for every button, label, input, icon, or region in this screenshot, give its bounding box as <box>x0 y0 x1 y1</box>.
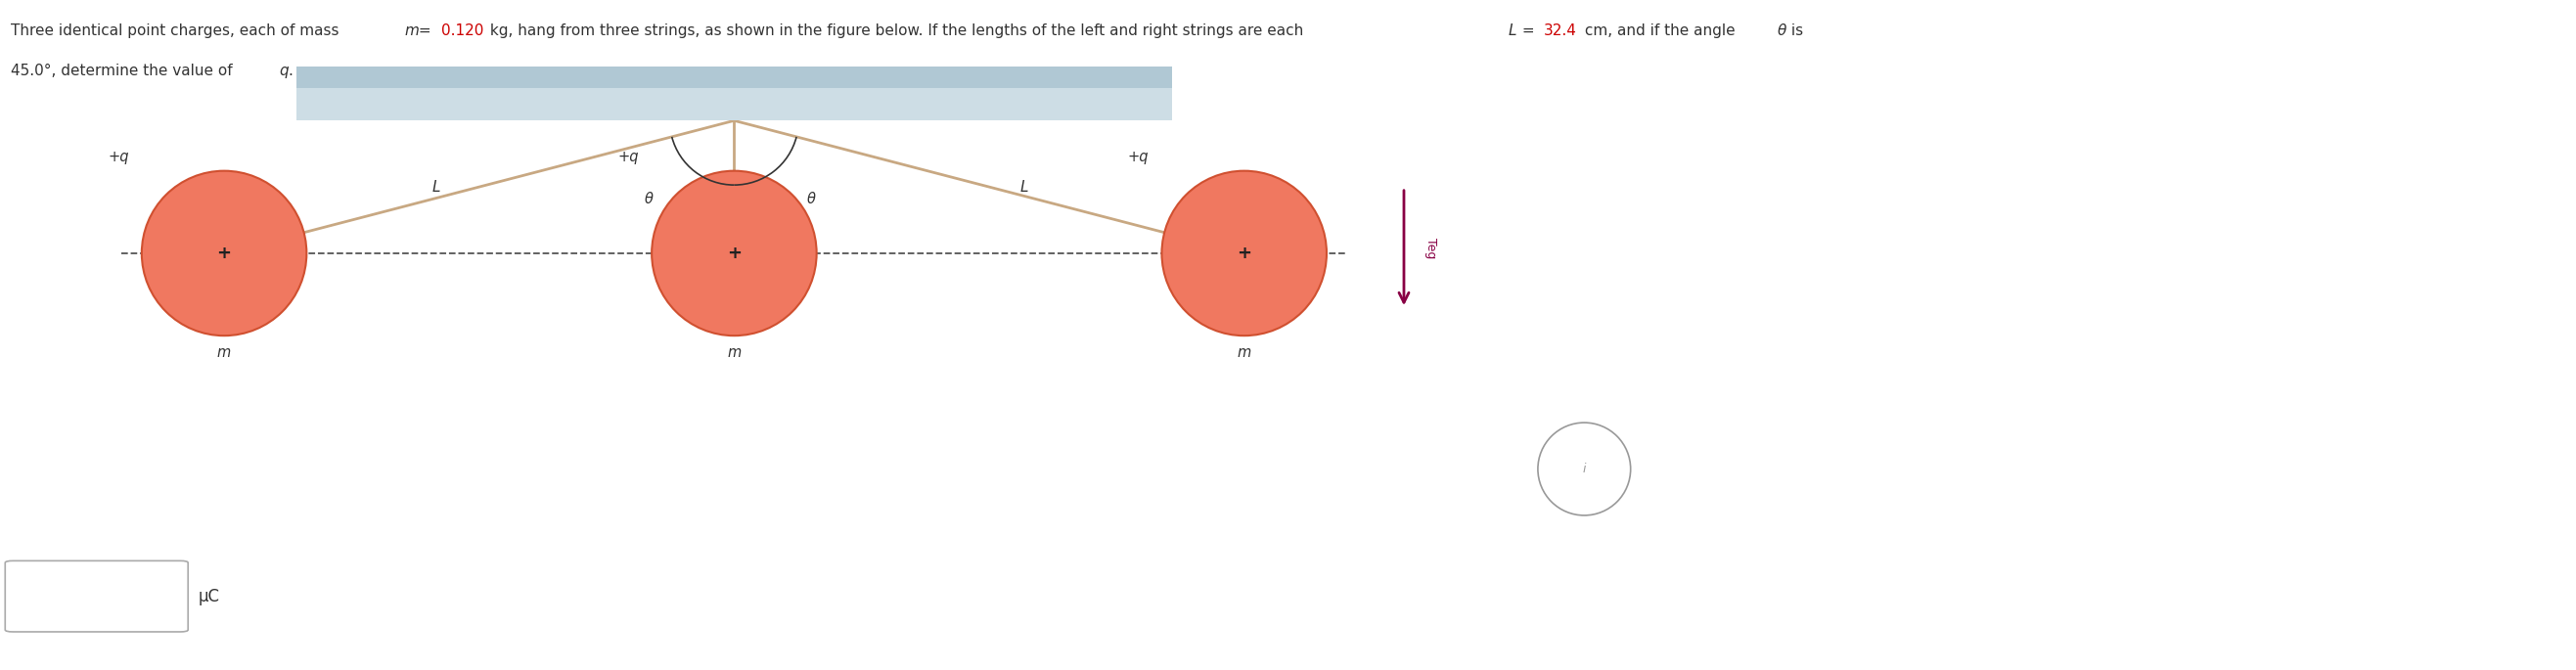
Text: is: is <box>1785 23 1803 38</box>
Text: cm, and if the angle: cm, and if the angle <box>1579 23 1739 38</box>
Text: L: L <box>1507 23 1517 38</box>
Text: Teg: Teg <box>1425 237 1437 259</box>
Text: q: q <box>278 64 289 78</box>
Text: Three identical point charges, each of mass: Three identical point charges, each of m… <box>10 23 343 38</box>
Text: m: m <box>726 346 742 360</box>
Ellipse shape <box>1162 171 1327 336</box>
Text: +: + <box>726 245 742 262</box>
Text: +: + <box>216 245 232 262</box>
Bar <box>296 67 1172 121</box>
Text: m: m <box>404 23 420 38</box>
Text: +: + <box>1236 245 1252 262</box>
Text: 45.0°, determine the value of: 45.0°, determine the value of <box>10 64 237 78</box>
Text: =: = <box>415 23 435 38</box>
Text: θ: θ <box>644 192 654 206</box>
Text: i: i <box>1582 463 1587 475</box>
Text: .: . <box>289 64 294 78</box>
FancyBboxPatch shape <box>5 561 188 632</box>
Text: +q: +q <box>1128 149 1149 164</box>
Text: =: = <box>1517 23 1538 38</box>
Ellipse shape <box>1538 423 1631 515</box>
Ellipse shape <box>142 171 307 336</box>
Text: 32.4: 32.4 <box>1543 23 1577 38</box>
Text: μC: μC <box>198 588 219 605</box>
Text: kg, hang from three strings, as shown in the figure below. If the lengths of the: kg, hang from three strings, as shown in… <box>487 23 1309 38</box>
Text: θ: θ <box>806 192 817 206</box>
Text: L: L <box>433 180 440 194</box>
Text: m: m <box>216 346 232 360</box>
Text: 0.120: 0.120 <box>440 23 484 38</box>
Text: θ: θ <box>1777 23 1785 38</box>
Text: L: L <box>1020 180 1028 194</box>
Text: +q: +q <box>618 149 639 164</box>
Ellipse shape <box>652 171 817 336</box>
Text: m: m <box>1236 346 1252 360</box>
Bar <box>296 67 1172 88</box>
Text: +q: +q <box>108 149 129 164</box>
